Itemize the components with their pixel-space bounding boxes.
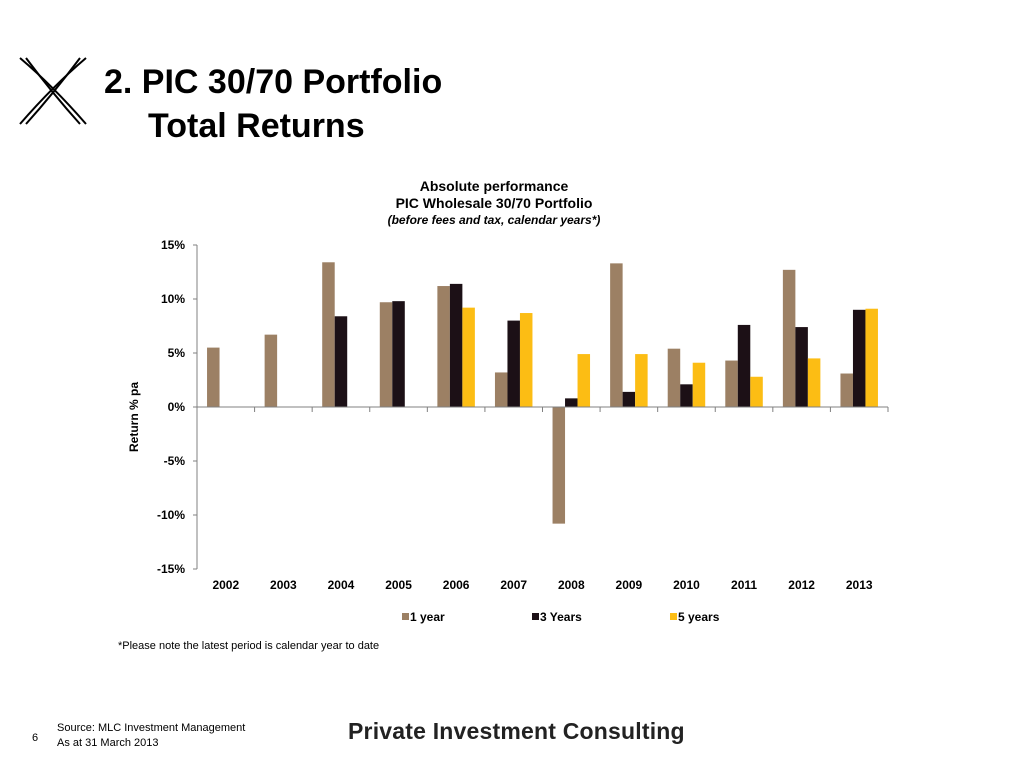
bar-5-years-2008	[577, 354, 591, 407]
bar-1-year-2013	[840, 373, 853, 407]
source-line: Source: MLC Investment Management	[57, 722, 246, 734]
legend-label-3: 5 years	[678, 610, 720, 624]
y-tick-label: -15%	[157, 562, 185, 576]
bar-3-years-2004	[334, 316, 348, 407]
bar-3-years-2012	[795, 327, 808, 407]
x-tick-label: 2003	[270, 578, 297, 592]
x-tick-label: 2007	[500, 578, 527, 592]
footnote: *Please note the latest period is calend…	[118, 640, 380, 652]
bar-1-year-2011	[725, 360, 738, 407]
bar-5-years-2012	[807, 358, 821, 407]
bar-3-years-2013	[852, 309, 866, 407]
legend-swatch-2	[532, 613, 539, 620]
y-axis-label: Return % pa	[127, 382, 141, 452]
bar-5-years-2011	[750, 376, 763, 407]
bar-3-years-2005	[392, 301, 405, 407]
bar-3-years-2010	[680, 384, 693, 407]
bar-5-years-2013	[865, 308, 878, 407]
bar-1-year-2005	[379, 302, 393, 407]
x-tick-label: 2005	[385, 578, 412, 592]
legend-label-2: 3 Years	[540, 610, 582, 624]
x-tick-label: 2010	[673, 578, 700, 592]
x-logo-icon	[19, 57, 87, 125]
brand-logo-text: Private Investment Consulting	[348, 718, 685, 744]
bar-1-year-2012	[782, 269, 796, 407]
x-tick-label: 2009	[616, 578, 643, 592]
x-tick-label: 2002	[212, 578, 239, 592]
slide-title-line2: Total Returns	[148, 107, 365, 145]
as-at-line: As at 31 March 2013	[57, 737, 159, 749]
legend-swatch-1	[402, 613, 409, 620]
y-tick-label: 10%	[161, 292, 185, 306]
bar-3-years-2007	[507, 320, 520, 407]
bar-1-year-2003	[264, 334, 278, 407]
source-block: Source: MLC Investment Management As at …	[57, 721, 245, 751]
y-tick-label: -5%	[164, 454, 186, 468]
bar-5-years-2010	[692, 362, 706, 407]
x-tick-label: 2006	[443, 578, 470, 592]
x-tick-label: 2004	[328, 578, 355, 592]
bar-1-year-2008	[552, 407, 566, 524]
chart-title-block: Absolute performance PIC Wholesale 30/70…	[300, 178, 688, 228]
slide-title: 2. PIC 30/70 Portfolio Total Returns	[104, 60, 442, 148]
chart-title: Absolute performance	[419, 178, 569, 194]
chart-note: (before fees and tax, calendar years*)	[387, 213, 601, 227]
bar-3-years-2006	[449, 283, 463, 407]
bar-1-year-2002	[207, 347, 220, 407]
bar-3-years-2009	[622, 391, 636, 407]
bar-5-years-2006	[462, 307, 475, 407]
chart-subtitle: PIC Wholesale 30/70 Portfolio	[395, 195, 593, 211]
legend-swatch-3	[670, 613, 677, 620]
legend-label-1: 1 year	[410, 610, 445, 624]
page-number: 6	[32, 732, 39, 744]
bar-5-years-2007	[519, 313, 533, 407]
bar-3-years-2008	[565, 398, 578, 407]
x-tick-label: 2012	[788, 578, 815, 592]
bar-1-year-2004	[322, 262, 335, 407]
bar-1-year-2009	[610, 263, 623, 407]
y-tick-label: 5%	[168, 346, 186, 360]
bar-1-year-2007	[494, 372, 508, 407]
x-tick-label: 2008	[558, 578, 585, 592]
bar-3-years-2011	[737, 324, 751, 407]
x-tick-label: 2013	[846, 578, 873, 592]
y-tick-label: -10%	[157, 508, 185, 522]
y-tick-label: 15%	[161, 238, 185, 252]
bar-5-years-2009	[635, 354, 648, 407]
slide-title-line1: 2. PIC 30/70 Portfolio	[104, 63, 443, 101]
bar-1-year-2006	[437, 286, 450, 407]
x-tick-label: 2011	[731, 578, 757, 592]
y-tick-label: 0%	[168, 400, 186, 414]
bar-1-year-2010	[667, 348, 681, 407]
